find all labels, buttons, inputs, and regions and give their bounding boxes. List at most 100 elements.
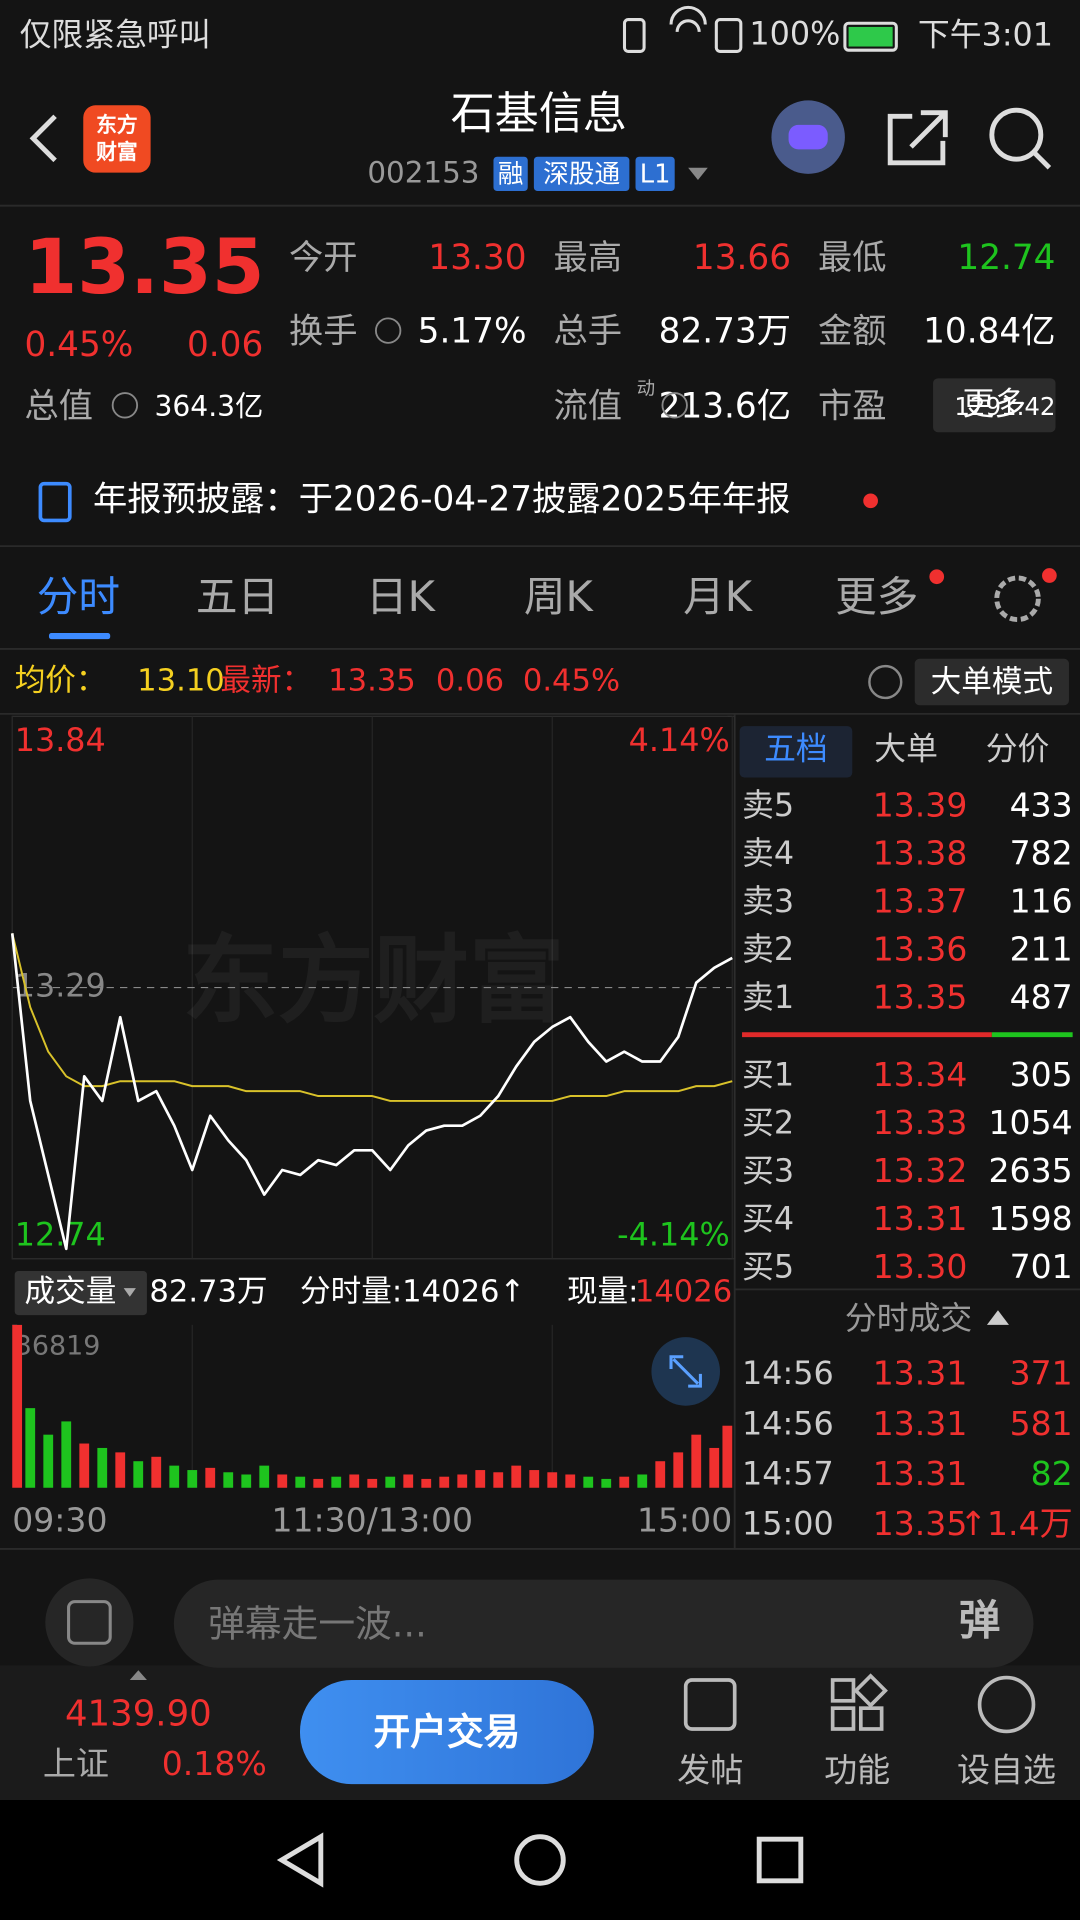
book-volume: 2635 — [989, 1151, 1073, 1190]
book-volume: 116 — [1010, 881, 1073, 920]
tab[interactable]: 周K — [524, 572, 595, 621]
field-value: 13.66 — [693, 238, 791, 278]
trades-title: 分时成交 — [845, 1299, 972, 1337]
search-button[interactable] — [989, 107, 1052, 170]
comment-placeholder: 弹幕走一波... — [208, 1603, 427, 1646]
expand-icon — [669, 1355, 702, 1388]
volume-bar — [709, 1447, 720, 1488]
volume-bar — [439, 1476, 450, 1488]
volume-max-label: 36819 — [15, 1330, 101, 1361]
trade-volume: 82 — [1031, 1454, 1073, 1493]
more-button[interactable] — [933, 378, 1056, 433]
field-label: 最高 — [553, 238, 622, 278]
notice: 年报预披露：于2026-04-27披露2025年年报 — [93, 479, 791, 519]
tab[interactable]: 日K — [366, 572, 437, 621]
info-icon — [375, 317, 402, 344]
last-pct: 0.45% — [523, 664, 620, 699]
settings-button[interactable] — [994, 575, 1041, 623]
action-label[interactable]: 功能 — [824, 1750, 890, 1789]
volume-label: 成交量 — [24, 1275, 116, 1310]
volume-bar — [349, 1474, 360, 1488]
field-label: 最低 — [818, 238, 887, 278]
book-volume: 782 — [1010, 833, 1073, 872]
help-icon[interactable] — [868, 664, 903, 700]
volume-bar — [619, 1476, 630, 1488]
volume-bar — [475, 1470, 486, 1488]
volume-bar — [61, 1421, 72, 1488]
avg-label: 均价： — [15, 664, 107, 699]
tab-underline — [48, 633, 111, 640]
volume-bar — [529, 1470, 540, 1488]
tab[interactable]: 更多 — [835, 572, 918, 621]
y-tick-label: 13.29 — [15, 967, 106, 1005]
field-value: 364.3亿 — [154, 390, 263, 423]
tab[interactable]: 五日 — [196, 572, 279, 621]
book-label: 买1 — [742, 1055, 794, 1093]
info-icon — [661, 392, 688, 419]
trade-button[interactable] — [300, 1680, 594, 1785]
volume-bar — [259, 1465, 270, 1488]
volume-bar — [241, 1474, 252, 1488]
book-volume: 487 — [1010, 977, 1073, 1016]
price-line — [10, 933, 733, 1251]
volume-bar — [25, 1408, 36, 1488]
clock: 下午3:01 — [918, 16, 1053, 54]
field-value: 10.84亿 — [923, 312, 1055, 352]
volume-bar — [722, 1425, 733, 1488]
mode-button[interactable] — [914, 658, 1069, 706]
tab[interactable]: 月K — [683, 572, 754, 621]
volume-bar — [331, 1476, 342, 1488]
book-price: 13.39 — [873, 785, 968, 824]
pe-sup: 动 — [637, 378, 655, 399]
tag-bg — [533, 156, 630, 192]
trade-volume: 581 — [1010, 1404, 1073, 1443]
book-tab[interactable]: 分价 — [986, 730, 1050, 768]
book-volume: 1054 — [989, 1103, 1073, 1142]
volume-bar — [97, 1447, 108, 1488]
volume-bar — [691, 1434, 702, 1488]
volume-bar — [151, 1456, 162, 1488]
volume-bar — [601, 1478, 612, 1488]
back-button[interactable] — [29, 114, 57, 163]
robot-face — [788, 124, 828, 150]
field-value: 1291.42 — [954, 392, 1055, 421]
volume-bar — [547, 1472, 558, 1488]
more-button-label[interactable]: 更多 — [962, 384, 1026, 422]
trade-time: 15:00 — [742, 1505, 834, 1543]
mode-label[interactable]: 大单模式 — [931, 665, 1053, 700]
field-value: 5.17% — [418, 312, 527, 352]
volume-selector[interactable] — [14, 1271, 147, 1316]
book-tab[interactable]: 五档 — [764, 730, 828, 768]
field-value: 12.74 — [957, 238, 1055, 278]
book-label: 买3 — [742, 1151, 794, 1189]
danmu-button[interactable]: 弹 — [959, 1596, 1001, 1645]
book-price: 13.30 — [873, 1247, 968, 1286]
avg-value: 13.10 — [137, 664, 225, 699]
comment-input[interactable] — [173, 1579, 1034, 1668]
y-tick-label: 13.84 — [15, 721, 106, 759]
volume-bar — [673, 1452, 684, 1488]
field-value: 213.6亿 — [659, 386, 791, 426]
book-price: 13.32 — [873, 1151, 968, 1190]
index-pct: 0.18% — [162, 1744, 267, 1783]
tab-dot — [929, 569, 945, 585]
action-label[interactable]: 发帖 — [677, 1750, 743, 1789]
action-label[interactable]: 设自选 — [957, 1750, 1056, 1789]
dropdown[interactable] — [688, 167, 708, 180]
comment-icon[interactable] — [45, 1578, 134, 1667]
book-tab[interactable]: 大单 — [874, 730, 938, 768]
field-label: 总值 — [24, 386, 93, 426]
field-value: 82.73万 — [659, 312, 791, 352]
book-label: 卖1 — [742, 978, 794, 1016]
trade-button-label[interactable]: 开户交易 — [373, 1710, 520, 1753]
change-pct: 0.45% — [24, 325, 133, 365]
battery-text: 100% — [749, 15, 840, 53]
comment-glyph — [67, 1600, 112, 1645]
tab[interactable]: 分时 — [37, 572, 120, 621]
volume-bar — [169, 1465, 180, 1488]
share-button[interactable] — [887, 110, 948, 166]
system-nav[interactable] — [276, 1832, 804, 1888]
tag: 深股通 — [543, 160, 620, 190]
y2-tick-label: -4.14% — [617, 1216, 730, 1254]
